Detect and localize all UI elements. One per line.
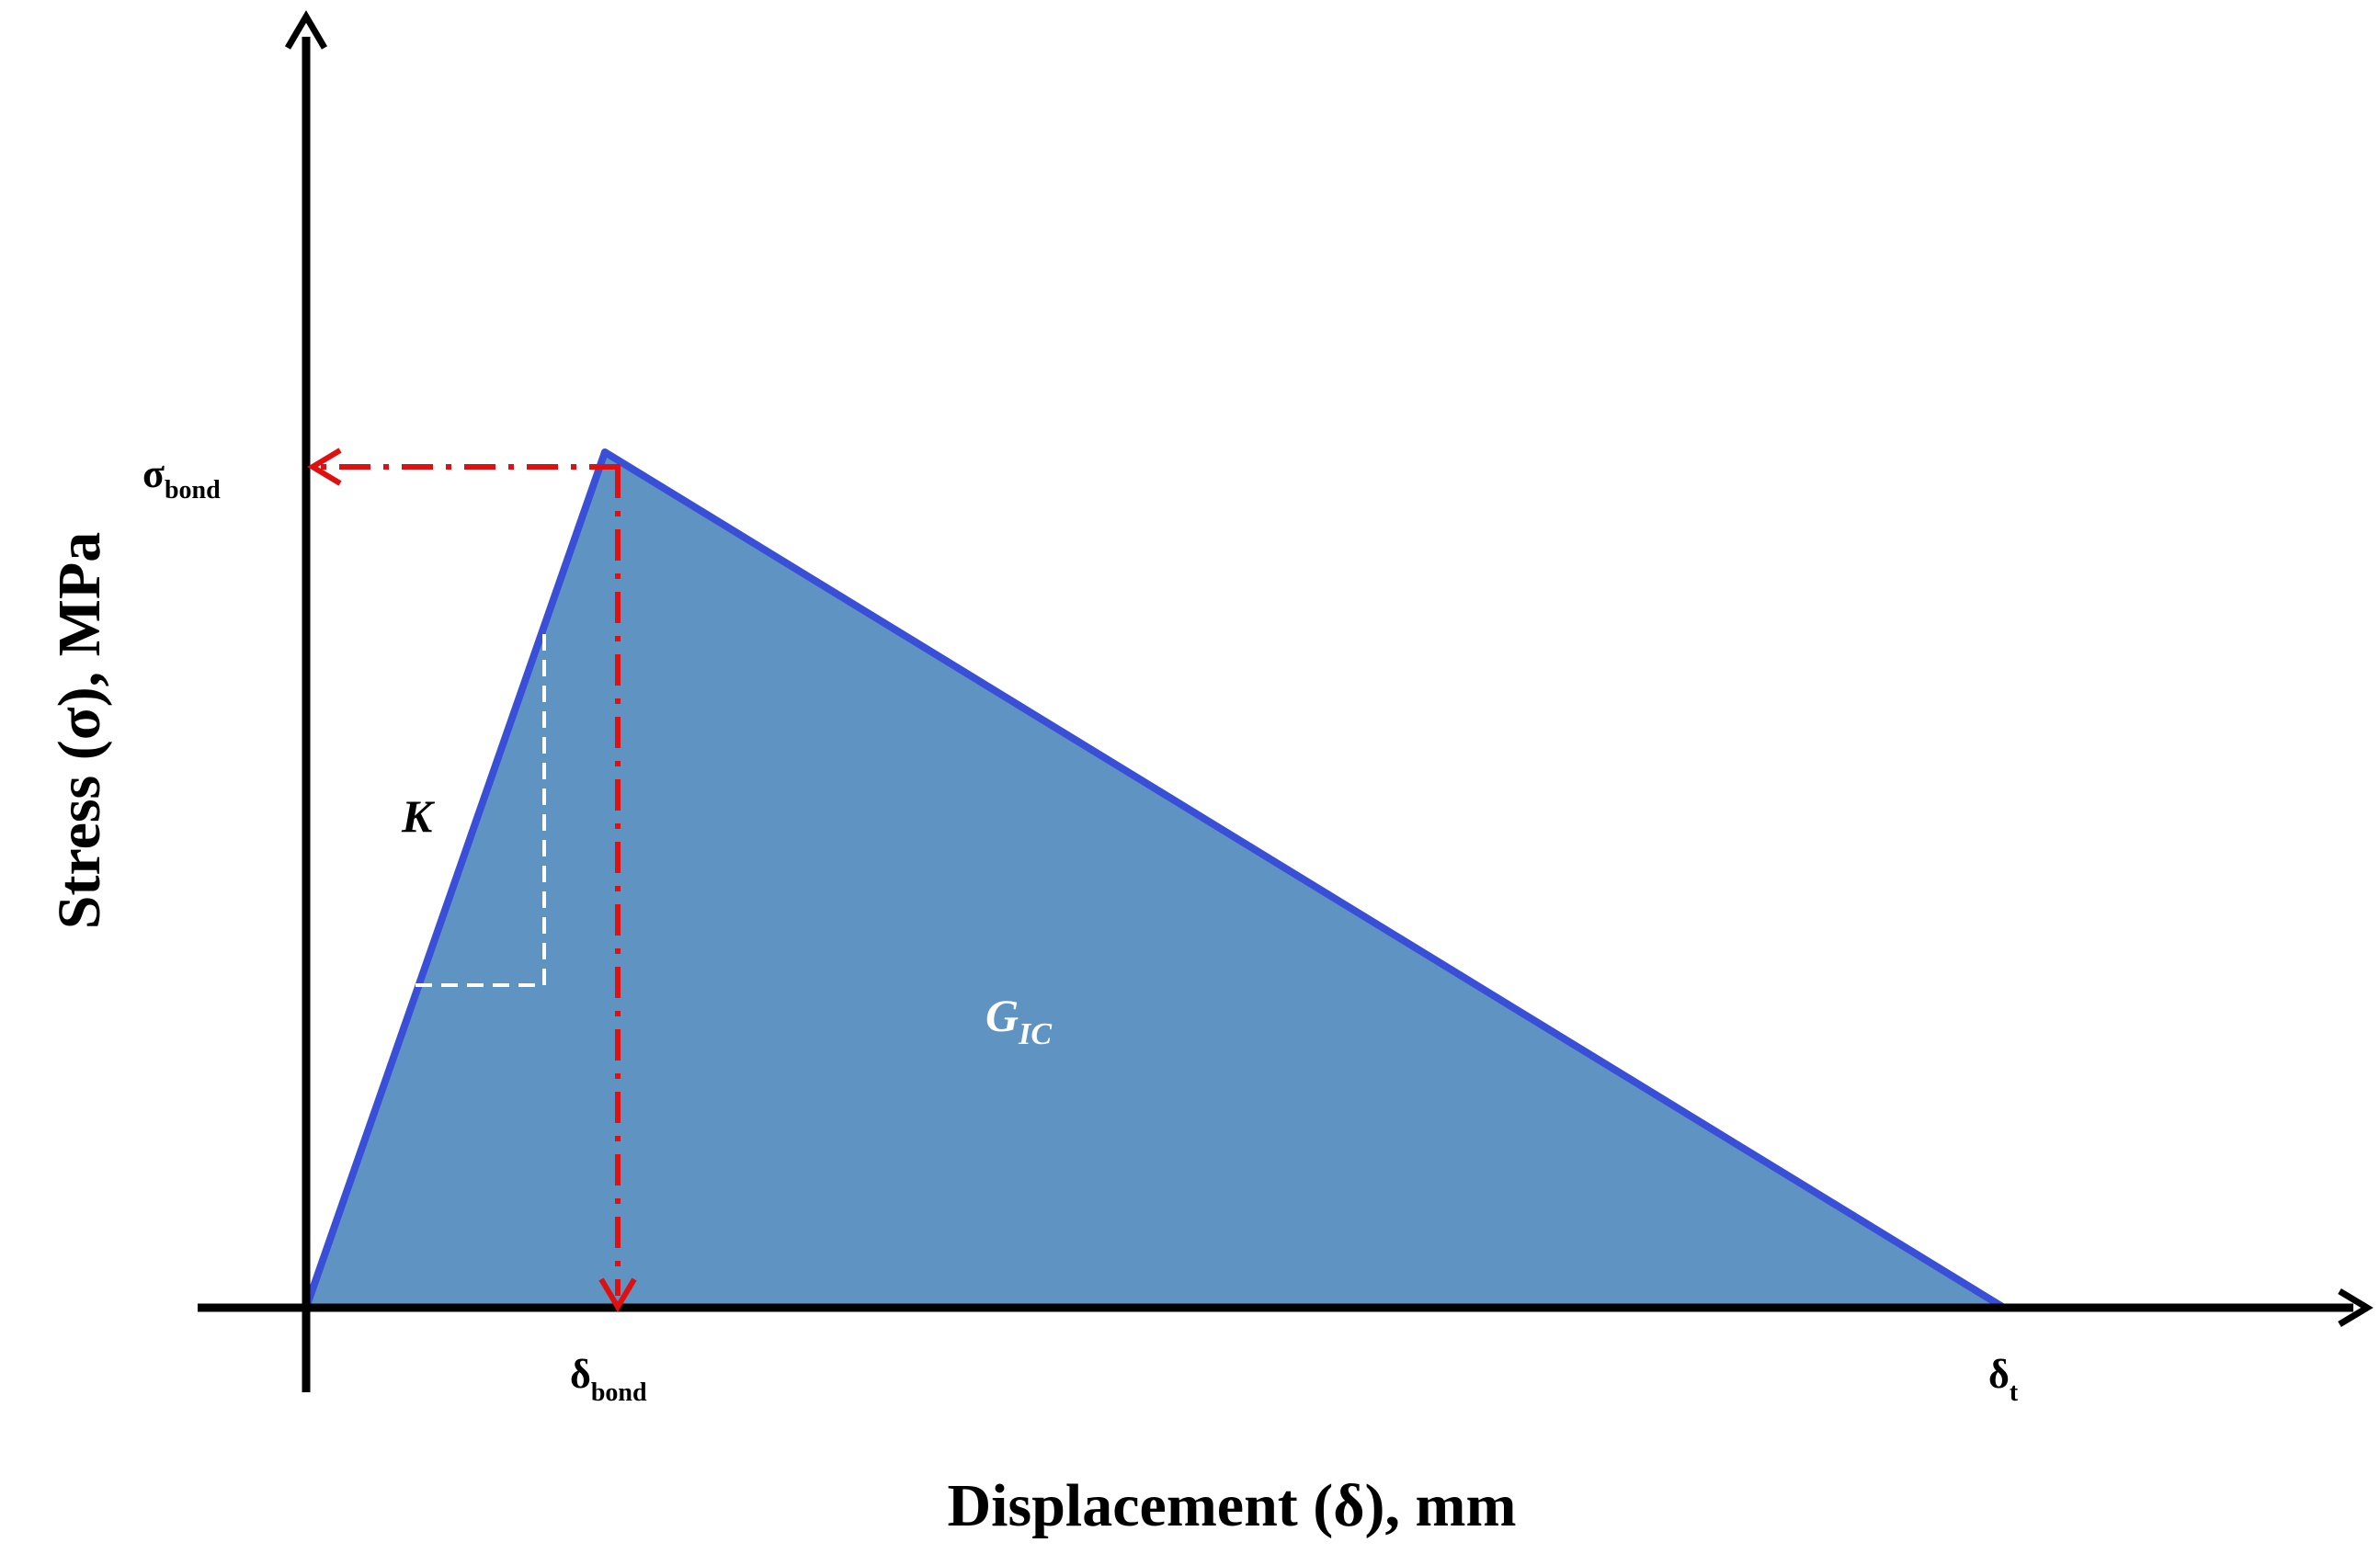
peak-displacement-guide-arrowhead <box>598 1277 637 1312</box>
stiffness-slope-marker <box>416 634 546 987</box>
x-axis-label: Displacement (δ), mm <box>948 1472 1517 1539</box>
stiffness-label: K <box>401 790 436 842</box>
peak-stress-guide-arrowhead <box>307 448 342 486</box>
fracture-energy-area <box>306 452 2004 1308</box>
failure-displacement-label: δt <box>1988 1352 2019 1407</box>
peak-displacement-guide <box>598 467 637 1312</box>
peak-stress-label: σbond <box>142 451 221 505</box>
y-axis-label: Stress (σ), MPa <box>46 532 113 929</box>
fracture-energy-label: GIC <box>985 990 1052 1051</box>
x-axis <box>198 1287 2374 1328</box>
y-axis <box>284 10 328 1392</box>
y-axis-arrowhead <box>284 10 328 50</box>
peak-stress-guide <box>307 448 621 486</box>
peak-displacement-label: δbond <box>570 1352 647 1407</box>
x-axis-arrowhead <box>2338 1287 2374 1328</box>
traction-separation-curve <box>302 448 2008 1311</box>
